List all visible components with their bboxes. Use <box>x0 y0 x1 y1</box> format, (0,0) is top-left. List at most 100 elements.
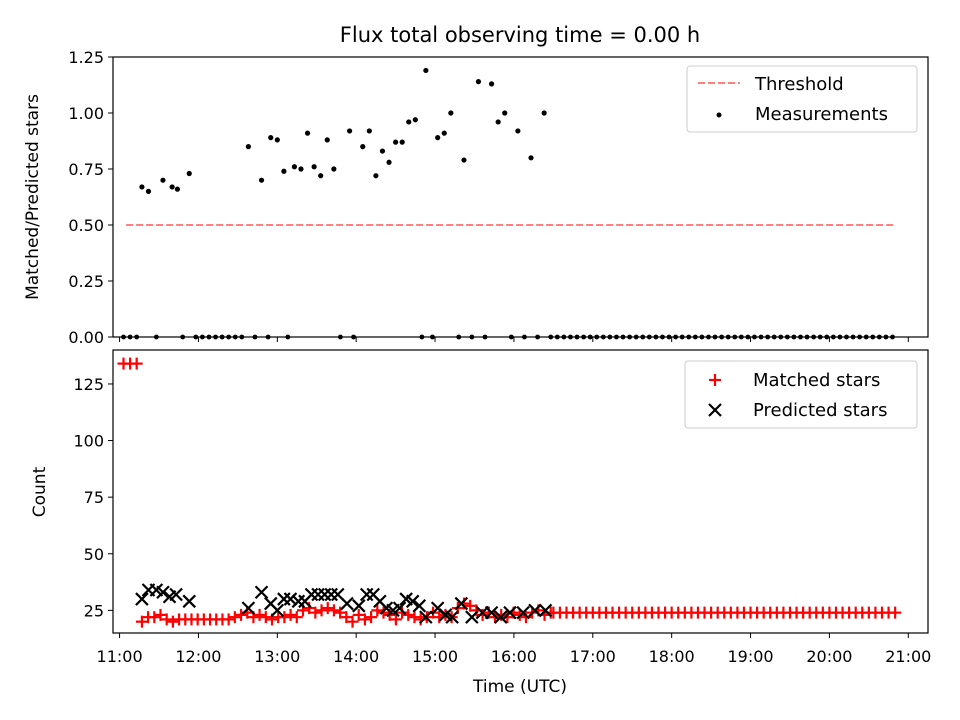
top-x-ticks <box>119 337 909 342</box>
predicted-star-point <box>445 610 459 624</box>
predicted-star-point-b <box>156 585 170 600</box>
bottom-x-tick-label: 11:00 <box>97 647 143 666</box>
bottom-panel: 25 50 75 100 125 11:00 12:00 13:00 14:00 15:00 16… <box>30 349 931 697</box>
bottom-axes-frame <box>112 349 929 634</box>
predicted-star-point-b <box>399 592 413 606</box>
predicted-star-point-b <box>254 585 269 600</box>
predicted-star-point <box>340 596 354 611</box>
matched-star-point <box>130 357 143 370</box>
matched-star-point <box>284 608 297 621</box>
threshold-legend-label: Threshold <box>754 74 844 95</box>
predicted-star-point <box>324 587 338 602</box>
matched-star-point <box>352 608 365 621</box>
predicted-star-point <box>156 585 170 600</box>
measurement-point <box>169 184 175 190</box>
measurement-point <box>304 130 311 136</box>
bottom-y-tick-label: 100 <box>73 432 104 451</box>
predicted-star-point-b <box>283 592 298 606</box>
predicted-star-point-b <box>412 599 427 613</box>
matched-star-point <box>309 606 322 619</box>
matched-star-point <box>396 606 409 619</box>
top-legend: Threshold Measurements <box>686 65 918 133</box>
predicted-star-point <box>304 587 319 602</box>
bottom-y-tick-label: 50 <box>84 545 104 564</box>
matched-star-point <box>327 604 340 617</box>
matched-star-point <box>377 606 390 619</box>
predicted-stars-legend-label: Predicted stars <box>753 400 887 421</box>
top-y-tick-label: 0.00 <box>68 328 104 347</box>
measurement-point <box>448 110 454 116</box>
measurement-point <box>423 67 429 74</box>
top-y-tick-label: 0.75 <box>68 160 104 179</box>
top-panel: Flux total observing time = 0.00 h 0.00 0… <box>23 23 929 347</box>
predicted-star-point <box>352 599 366 613</box>
top-legend-box <box>686 65 918 133</box>
predicted-star-point <box>254 585 269 600</box>
measurement-point <box>541 110 547 116</box>
predicted-star-point-b <box>182 594 197 609</box>
bottom-y-tick-label: 25 <box>84 601 104 620</box>
predicted-star-point <box>277 592 291 606</box>
top-y-axis-label: Matched/Predicted stars <box>23 94 43 300</box>
matched-star-point <box>358 613 371 626</box>
measurement-point <box>360 144 366 150</box>
predicted-star-point-b <box>438 608 453 622</box>
predicted-star-point <box>359 587 374 602</box>
measurement-point <box>258 177 265 183</box>
matched-star-point <box>135 615 148 628</box>
predicted-star-point-b <box>263 596 278 611</box>
predicted-star-point <box>454 596 469 611</box>
predicted-star-point <box>494 610 508 624</box>
predicted-star-point <box>465 610 479 624</box>
predicted-star-point-b <box>494 610 508 624</box>
top-chart-title: Flux total observing time = 0.00 h <box>340 23 700 47</box>
predicted-star-point-b <box>465 610 479 624</box>
measurement-point <box>311 164 317 170</box>
measurements-legend-swatch <box>716 112 722 118</box>
matched-star-point <box>408 611 421 624</box>
bottom-x-ticks: 11:00 12:00 13:00 14:00 15:00 16:00 17:00 18:00… <box>97 633 931 666</box>
predicted-star-point-b <box>241 601 256 615</box>
measurement-point <box>435 135 441 141</box>
measurement-point <box>331 166 337 172</box>
matched-star-point <box>389 613 402 626</box>
measurement-point <box>488 81 495 87</box>
matched-star-point <box>259 611 272 624</box>
predicted-star-point-b <box>379 601 394 615</box>
measurement-point <box>386 159 392 165</box>
bottom-x-tick-label: 16:00 <box>491 647 537 666</box>
bottom-legend-box <box>684 360 918 429</box>
measurement-point <box>406 119 412 125</box>
predicted-star-point <box>311 587 325 602</box>
matched-star-point <box>290 611 303 624</box>
bottom-x-tick-label: 20:00 <box>806 647 852 666</box>
matched-star-point <box>501 611 514 624</box>
predicted-star-point <box>135 592 149 606</box>
bottom-x-axis-label: Time (UTC) <box>472 677 567 697</box>
measurement-point <box>318 173 324 179</box>
predicted-star-point <box>503 605 517 620</box>
predicted-star-point-b <box>340 596 354 611</box>
bottom-x-tick-label: 15:00 <box>412 647 458 666</box>
bottom-x-tick-label: 19:00 <box>727 647 773 666</box>
matched-star-point <box>346 615 359 628</box>
predicted-star-point-b <box>169 587 183 602</box>
matched-star-point <box>519 611 532 624</box>
predicted-star-point <box>169 587 183 602</box>
bottom-x-tick-label: 14:00 <box>333 647 379 666</box>
predicted-star-point-b <box>516 605 530 620</box>
measurement-point <box>139 184 145 190</box>
measurement-point <box>281 168 287 174</box>
bottom-x-tick-label: 17:00 <box>570 647 616 666</box>
predicted-star-point <box>182 594 197 609</box>
bottom-y-tick-label: 125 <box>73 375 104 394</box>
matched-stars-legend-label: Matched stars <box>753 370 880 391</box>
matched-star-point <box>464 599 477 612</box>
top-y-tick-label: 1.25 <box>68 48 104 67</box>
matched-star-point <box>334 606 347 619</box>
matched-star-point <box>278 611 291 624</box>
predicted-star-point-b <box>149 583 164 597</box>
predicted-star-point-b <box>528 603 542 618</box>
predicted-star-point-b <box>503 605 517 620</box>
